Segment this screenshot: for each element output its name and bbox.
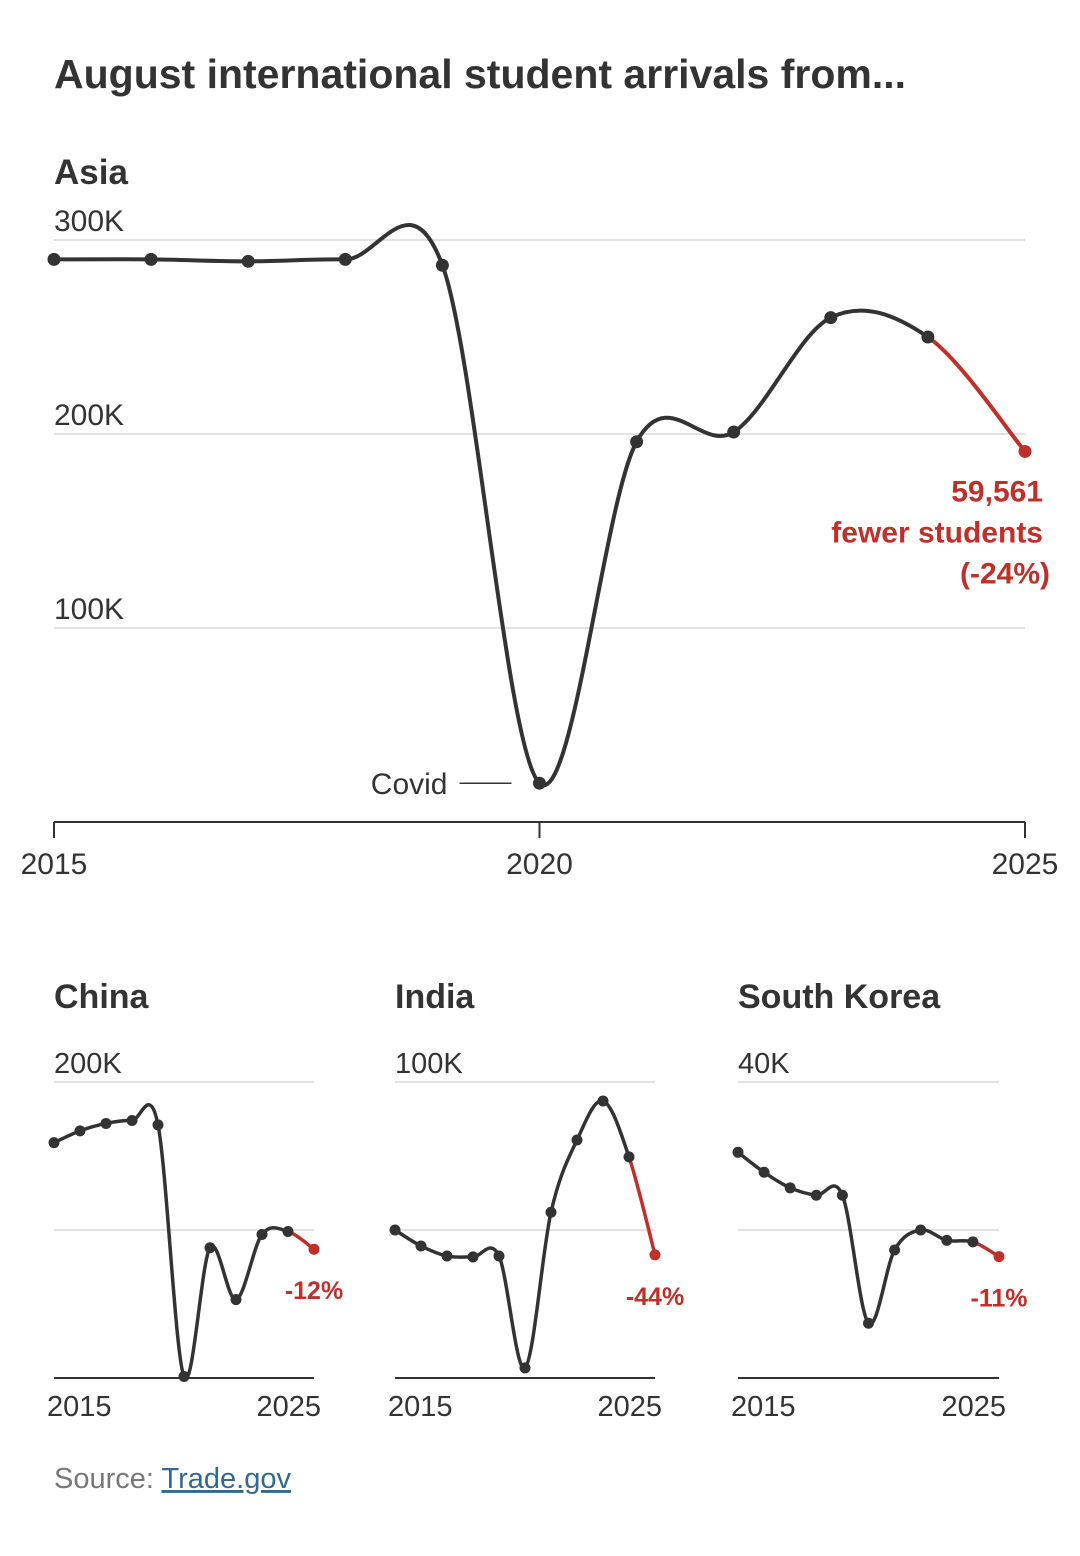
annotation: -11%	[971, 1285, 1028, 1313]
source-link[interactable]: Trade.gov	[162, 1463, 292, 1495]
x-tick-label: 2015	[388, 1391, 453, 1423]
point	[74, 1125, 86, 1137]
point	[533, 776, 546, 790]
point	[178, 1371, 190, 1383]
point	[256, 1228, 268, 1240]
point	[230, 1294, 242, 1306]
point	[921, 330, 935, 344]
x-tick-label: 2025	[992, 848, 1059, 881]
y-tick-label: 100K	[395, 1048, 463, 1080]
line	[394, 1099, 631, 1370]
x-tick-label: 2015	[731, 1391, 796, 1423]
point	[810, 1189, 822, 1201]
point	[308, 1243, 320, 1255]
point	[241, 254, 255, 268]
point	[727, 425, 741, 439]
point	[48, 1137, 60, 1149]
point	[967, 1236, 979, 1248]
point	[915, 1224, 927, 1236]
panel-title: India	[395, 978, 475, 1016]
panel-title: China	[54, 978, 150, 1016]
x-tick-label: 2025	[597, 1391, 662, 1423]
point	[441, 1250, 453, 1262]
x-tick-label: 2025	[256, 1391, 321, 1423]
point	[1018, 444, 1032, 458]
y-tick-label: 100K	[54, 593, 124, 626]
point	[338, 252, 352, 266]
panel-title: Asia	[54, 153, 128, 192]
line	[736, 1150, 974, 1326]
annotation: (-24%)	[960, 557, 1050, 590]
point	[100, 1117, 112, 1129]
point	[435, 258, 449, 272]
annotation: 59,561	[951, 475, 1043, 508]
point	[519, 1362, 531, 1374]
point	[824, 311, 838, 325]
point	[126, 1114, 138, 1126]
y-tick-label: 200K	[54, 1048, 122, 1080]
panel-title: South Korea	[738, 978, 941, 1016]
point	[941, 1234, 953, 1246]
point	[389, 1224, 401, 1236]
point	[863, 1317, 874, 1329]
source: Source: Trade.gov	[54, 1463, 291, 1495]
x-tick-label: 2015	[21, 848, 88, 881]
point	[571, 1134, 583, 1146]
source-label: Source:	[54, 1463, 154, 1495]
x-tick-label: 2020	[506, 848, 573, 881]
point	[415, 1240, 427, 1252]
point	[47, 252, 61, 266]
point	[649, 1249, 661, 1261]
point	[784, 1182, 796, 1194]
point	[545, 1206, 557, 1218]
line	[53, 1103, 289, 1381]
point	[493, 1250, 505, 1262]
annotation: -44%	[626, 1283, 684, 1311]
event-label: Covid	[371, 768, 448, 801]
point	[204, 1242, 216, 1254]
line-highlight	[926, 335, 1027, 453]
point	[144, 252, 158, 266]
point	[732, 1146, 744, 1158]
y-tick-label: 300K	[54, 205, 124, 238]
point	[630, 435, 644, 449]
annotation: -12%	[285, 1277, 343, 1305]
line	[53, 223, 930, 788]
y-tick-label: 200K	[54, 399, 124, 432]
point	[758, 1166, 770, 1178]
point	[282, 1225, 294, 1237]
y-tick-label: 40K	[738, 1048, 790, 1080]
x-tick-label: 2015	[47, 1391, 112, 1423]
point	[467, 1251, 479, 1263]
point	[836, 1189, 848, 1201]
point	[993, 1251, 1005, 1263]
x-tick-label: 2025	[941, 1391, 1006, 1423]
point	[623, 1151, 635, 1163]
point	[889, 1244, 901, 1256]
line-highlight	[627, 1156, 657, 1256]
point	[152, 1119, 164, 1131]
title: August international student arrivals fr…	[54, 51, 906, 97]
point	[597, 1095, 609, 1107]
annotation: fewer students	[831, 516, 1043, 549]
